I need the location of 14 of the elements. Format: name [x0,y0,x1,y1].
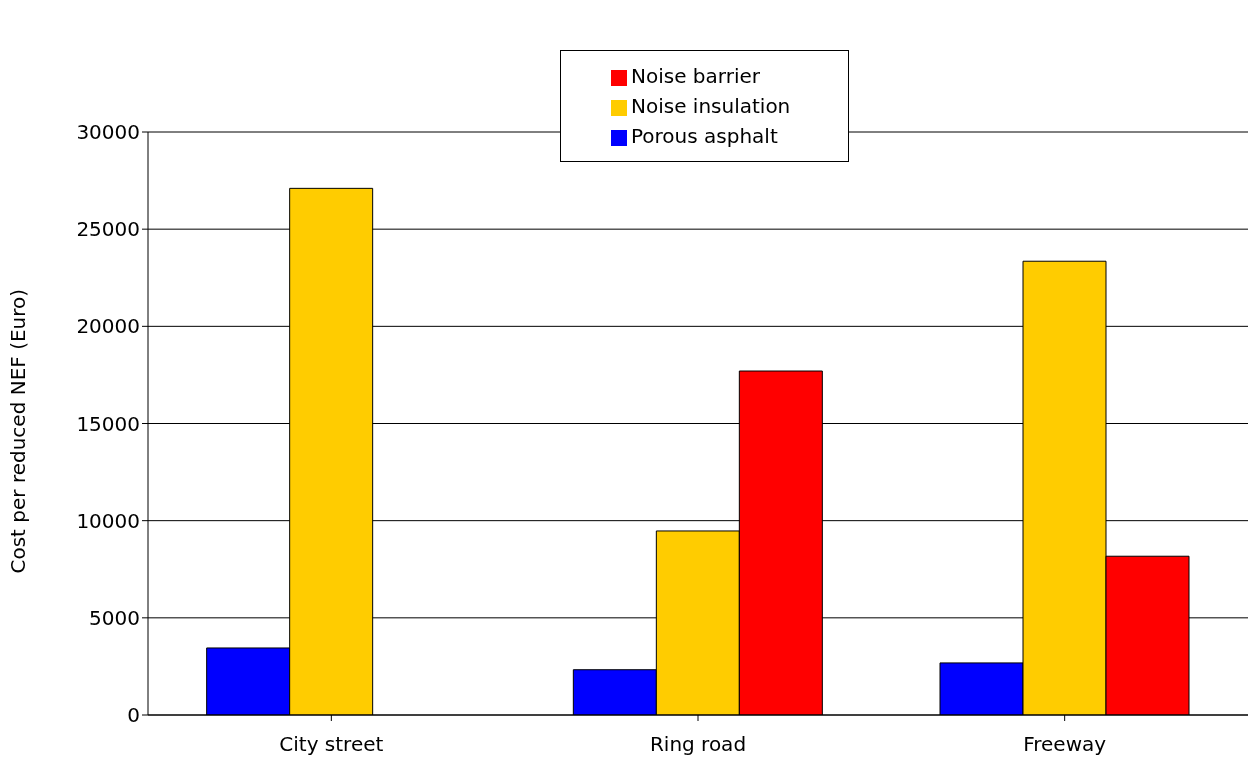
y-tick-label: 30000 [76,120,140,145]
y-tick-label: 10000 [76,508,140,533]
y-tick-label: 15000 [76,411,140,436]
x-tick-label: Freeway [1023,732,1107,757]
x-tick-label: City street [279,732,384,757]
y-tick-label: 25000 [76,217,140,242]
y-axis-title: Cost per reduced NEF (Euro) [6,288,31,574]
y-tick-label: 20000 [76,314,140,339]
x-tick-label: Ring road [649,732,747,757]
legend-label: Porous asphalt [631,124,778,148]
y-tick-label: 0 [127,703,140,728]
legend-label: Noise insulation [631,94,791,118]
legend-label: Noise barrier [631,64,760,88]
y-tick-label: 5000 [89,605,140,630]
